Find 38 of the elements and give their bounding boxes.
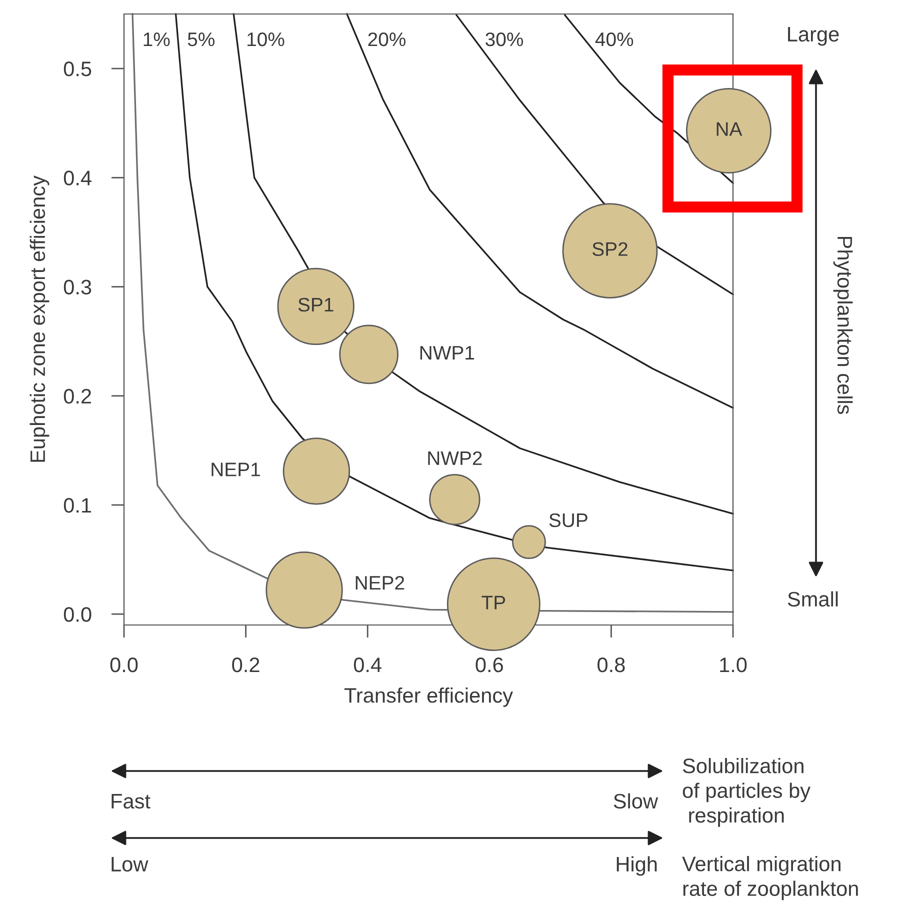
series-label: TP — [482, 596, 506, 610]
y-axis-title: Euphotic zone export efficiency — [30, 176, 50, 462]
x-tick-label: 0.2 — [232, 657, 260, 672]
text: Slow — [614, 793, 658, 809]
x-tick-label: 0.0 — [110, 657, 138, 672]
text: Vertical migration rate of zooplankton — [682, 856, 858, 900]
text: Large — [788, 27, 839, 46]
x-tick-label: 0.4 — [354, 657, 382, 672]
series-label: NEP2 — [356, 576, 404, 590]
series-label: NEP1 — [212, 462, 260, 476]
text: Fast — [112, 794, 150, 809]
series-label: SP1 — [298, 298, 334, 312]
series-label: NWP1 — [420, 346, 474, 360]
text: Phytoplankton cells — [833, 236, 853, 414]
x-tick-label: 1.0 — [720, 657, 747, 672]
x-axis-title: Transfer efficiency — [344, 687, 513, 707]
series-label: 10% — [248, 32, 284, 46]
text: Small — [788, 591, 838, 607]
x-tick-label: 0.8 — [598, 657, 625, 672]
text: Low — [112, 857, 148, 872]
y-tick-label: 0.1 — [64, 498, 92, 513]
y-tick-label: 0.4 — [64, 170, 92, 186]
series-label: 40% — [595, 32, 634, 46]
x-tick-label: 0.6 — [476, 657, 503, 672]
series-label: 1% — [144, 32, 170, 46]
series-label: 20% — [368, 32, 406, 46]
series-label: NA — [716, 122, 742, 136]
series-label: SUP — [549, 513, 588, 528]
y-tick-label: 0.3 — [64, 280, 92, 295]
y-tick-label: 0.5 — [64, 62, 92, 76]
series-label: 5% — [188, 32, 214, 46]
series-label: 30% — [486, 32, 524, 46]
text: High — [616, 856, 657, 876]
text: Solubilization of particles by respiration — [682, 758, 810, 827]
series-label: NWP2 — [428, 451, 482, 465]
y-tick-label: 0.2 — [64, 388, 92, 404]
y-tick-label: 0.0 — [64, 607, 92, 622]
series-label: SP2 — [592, 242, 628, 256]
